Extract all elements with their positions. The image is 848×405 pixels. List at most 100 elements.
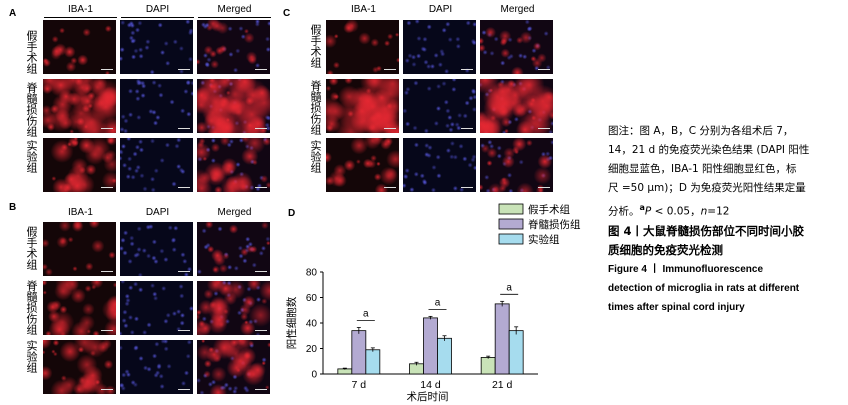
- figure-title-cn: 图 4丨大鼠脊髓损伤部位不同时间小胶: [608, 223, 805, 238]
- micrograph-dapi: [120, 281, 193, 335]
- bar: [365, 349, 381, 375]
- scale-bar: [538, 128, 550, 129]
- scale-bar: [255, 330, 267, 331]
- micrograph-merged: [197, 281, 270, 335]
- bar: [437, 337, 452, 375]
- panel-b-label: B: [9, 202, 17, 213]
- scale-bar: [178, 271, 190, 272]
- scale-bar: [384, 128, 396, 129]
- micrograph-iba: [326, 138, 399, 192]
- micrograph-iba: [43, 340, 116, 394]
- micrograph-iba: [43, 281, 116, 335]
- column-header-merged: Merged: [217, 207, 252, 218]
- significance-label: a: [363, 308, 369, 319]
- figure-caption: 图注：图 A，B，C 分别为各组术后 7， 14，21 d 的免疫荧光染色结果 …: [608, 122, 844, 317]
- micrograph-merged: [480, 138, 553, 192]
- scale-bar: [178, 389, 190, 390]
- scale-bar: [178, 187, 190, 188]
- legend-swatch: [498, 233, 524, 245]
- figure-title-en: times after spinal cord injury: [608, 301, 745, 313]
- row-label-sham: 假手术组: [25, 30, 38, 74]
- y-tick-label: 60: [306, 293, 318, 304]
- scale-bar: [461, 128, 473, 129]
- bar-chart: 0 20 40 60 80 阳性细胞数 a 7 d a 14 d a 21 d 术后时间 假手术组脊髓损伤…: [285, 203, 581, 403]
- scale-bar: [461, 69, 473, 70]
- panel-d: D 0 20 40 60 80 阳性细胞数 a 7 d a 14 d a 21 d 术后时间 假手术组 脊髓…: [280, 196, 600, 405]
- column-header-iba1: IBA-1: [67, 207, 93, 218]
- scale-bar: [178, 330, 190, 331]
- scale-bar: [101, 128, 113, 129]
- micrograph-dapi: [120, 340, 193, 394]
- row-label-experimental: 实验组: [309, 140, 322, 173]
- micrograph-merged: [197, 138, 270, 192]
- figure-title-en: detection of microglia in rats at differ…: [608, 282, 800, 294]
- bar: [337, 368, 353, 375]
- panel-a-label: A: [9, 8, 17, 19]
- panel-b: B IBA-1 DAPI Merged 假手术组 脊髓损伤组 实验组: [0, 196, 280, 396]
- significance-label: a: [435, 297, 441, 308]
- x-tick-label: 14 d: [420, 379, 441, 391]
- scale-bar: [384, 69, 396, 70]
- y-axis-label: 阳性细胞数: [285, 296, 298, 349]
- micrograph-dapi: [120, 222, 193, 276]
- y-tick-label: 20: [306, 344, 318, 355]
- micrograph-merged: [197, 20, 270, 74]
- micrograph-merged: [197, 222, 270, 276]
- caption-line: 分析。aP < 0.05，n=12: [608, 203, 730, 218]
- micrograph-dapi: [403, 138, 476, 192]
- micrograph-merged: [197, 79, 270, 133]
- scale-bar: [255, 128, 267, 129]
- scale-bar: [255, 69, 267, 70]
- y-tick-label: 40: [306, 319, 318, 330]
- column-header-iba1: IBA-1: [44, 4, 117, 18]
- figure-title-cn: 质细胞的免疫荧光检测: [608, 242, 723, 257]
- caption-line: 图注：图 A，B，C 分别为各组术后 7，: [608, 125, 794, 137]
- bar: [423, 317, 438, 375]
- micrograph-merged: [480, 79, 553, 133]
- scale-bar: [538, 187, 550, 188]
- x-axis-label: 术后时间: [407, 390, 449, 403]
- row-label-experimental: 实验组: [25, 140, 38, 173]
- micrograph-iba: [43, 138, 116, 192]
- caption-line: 尺 =50 μm)；D 为免疫荧光阳性结果定量: [608, 182, 806, 194]
- panel-a: A IBA-1 DAPI Merged 假手术组 脊髓损伤组 实验组: [0, 0, 280, 192]
- bar: [494, 303, 510, 375]
- panel-c-label: C: [283, 8, 291, 19]
- bar: [508, 330, 524, 375]
- scale-bar: [178, 69, 190, 70]
- scale-bar: [101, 69, 113, 70]
- micrograph-iba: [326, 20, 399, 74]
- column-header-dapi: DAPI: [428, 4, 453, 15]
- scale-bar: [178, 128, 190, 129]
- scale-bar: [384, 187, 396, 188]
- micrograph-dapi: [120, 79, 193, 133]
- row-label-sci: 脊髓损伤组: [25, 82, 38, 137]
- figure-title-en: Figure 4 丨 Immunofluorescence: [608, 263, 764, 275]
- micrograph-dapi: [120, 20, 193, 74]
- column-header-dapi: DAPI: [121, 4, 194, 18]
- caption-line: 14，21 d 的免疫荧光染色结果 (DAPI 阳性: [608, 144, 810, 156]
- micrograph-merged: [197, 340, 270, 394]
- micrograph-iba: [43, 222, 116, 276]
- row-label-sci: 脊髓损伤组: [309, 80, 322, 135]
- legend-swatch: [498, 218, 524, 230]
- scale-bar: [538, 69, 550, 70]
- scale-bar: [461, 187, 473, 188]
- row-label-sham: 假手术组: [25, 226, 38, 270]
- x-tick-label: 21 d: [492, 379, 513, 391]
- row-label-sham: 假手术组: [309, 24, 322, 68]
- scale-bar: [101, 330, 113, 331]
- micrograph-iba: [43, 20, 116, 74]
- column-header-dapi: DAPI: [145, 207, 170, 218]
- y-tick-label: 0: [311, 370, 317, 381]
- column-header-iba1: IBA-1: [350, 4, 376, 15]
- micrograph-iba: [43, 79, 116, 133]
- bar: [351, 330, 367, 375]
- x-tick-label: 7 d: [352, 379, 367, 391]
- column-header-merged: Merged: [500, 4, 535, 15]
- scale-bar: [101, 187, 113, 188]
- row-label-experimental: 实验组: [25, 340, 38, 373]
- micrograph-dapi: [403, 79, 476, 133]
- legend-label: 脊髓损伤组: [528, 218, 581, 231]
- legend-swatch: [498, 203, 524, 215]
